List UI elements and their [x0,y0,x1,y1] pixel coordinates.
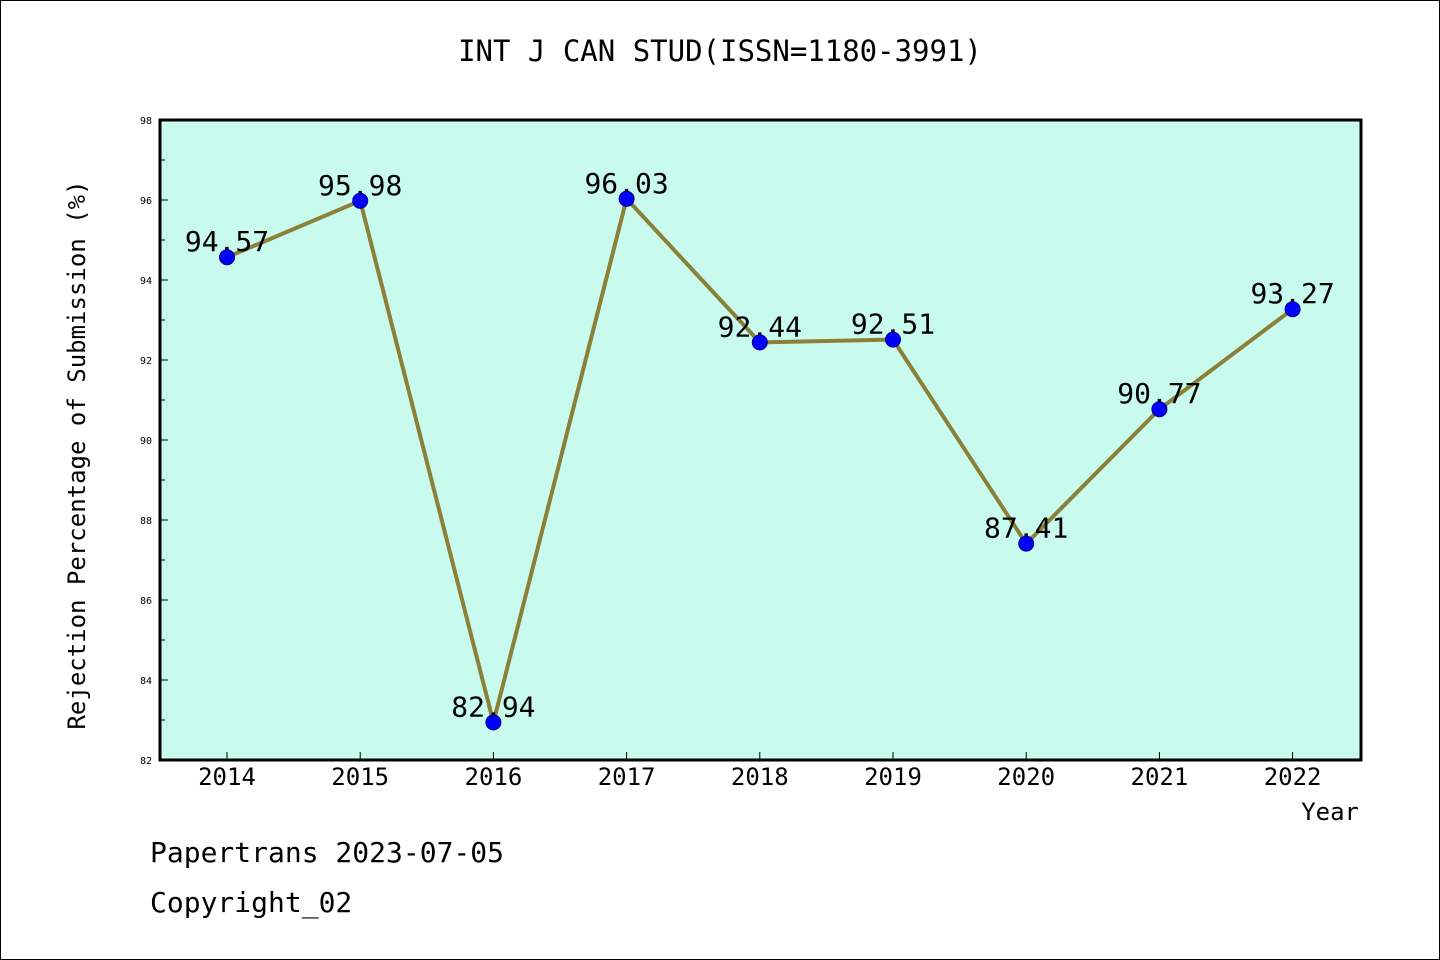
x-tick-label: 2017 [598,763,656,791]
x-tick-label: 2015 [331,763,389,791]
x-axis: 2014 2015 2016 2017 2018 2019 2020 2021 2022 [198,752,1321,791]
y-tick-label: 86 [140,596,152,607]
plot-area [158,118,1363,762]
data-point [1018,535,1035,552]
y-tick-label: 88 [140,516,152,527]
data-point [751,334,768,351]
data-point [352,192,369,209]
y-axis: 82 84 86 88 90 92 94 96 98 [140,116,168,767]
x-tick-label: 2019 [864,763,922,791]
series-markers [219,190,1301,731]
x-tick-label: 2021 [1131,763,1189,791]
data-point [219,249,235,266]
data-point [1151,401,1168,418]
chart-title: INT J CAN STUD(ISSN=1180-3991) [458,34,982,68]
y-tick-label: 82 [140,756,152,767]
y-tick-label: 94 [140,276,152,287]
y-tick-label: 90 [140,436,152,447]
y-tick-label: 98 [140,116,152,127]
data-point [1284,301,1301,318]
x-tick-label: 2018 [731,763,789,791]
x-tick-label: 2022 [1264,763,1322,791]
y-tick-label: 84 [140,676,152,687]
y-axis-label: Rejection Percentage of Submission (%) [63,180,91,729]
x-tick-label: 2020 [997,763,1055,791]
x-tick-label: 2014 [198,763,256,791]
x-axis-label: Year [1301,798,1359,826]
footer-date: Papertrans 2023-07-05 [150,836,505,869]
x-tick-label: 2016 [465,763,523,791]
footer-copyright: Copyright_02 [150,886,353,919]
data-point [618,190,635,207]
data-point [485,714,502,731]
y-tick-label: 92 [140,356,152,367]
data-point [885,331,901,348]
y-tick-label: 96 [140,196,152,207]
